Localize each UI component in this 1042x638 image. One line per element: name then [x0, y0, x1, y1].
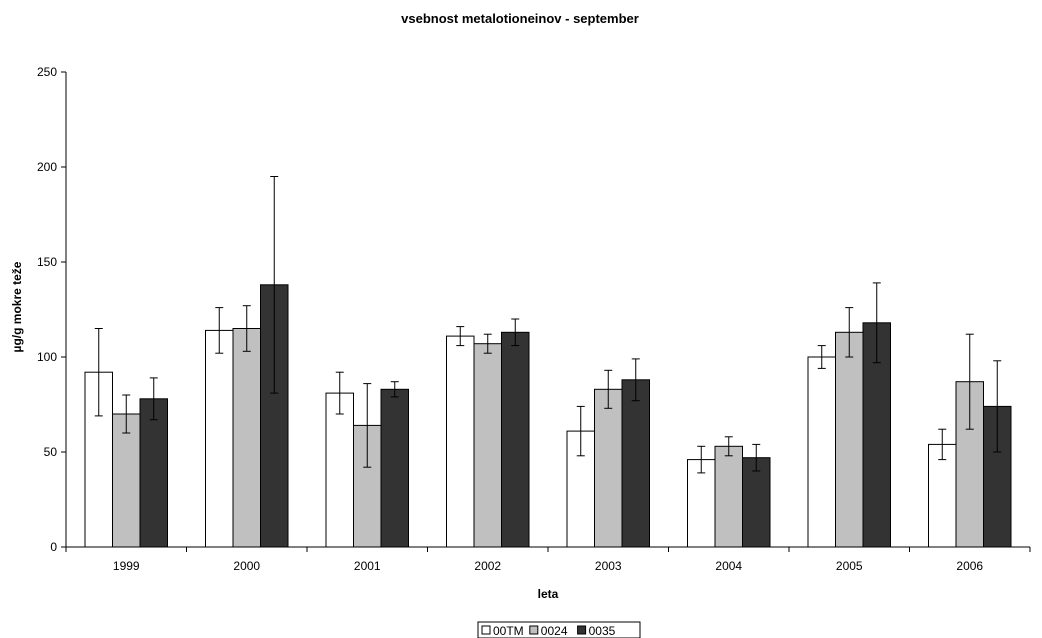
- bar-00TM-2002: [446, 335, 475, 548]
- bars-layer: [84, 176, 1012, 548]
- bar-0024-2003: [594, 388, 623, 548]
- x-tick-label-2002: 2002: [474, 559, 501, 573]
- bar-00TM-2006: [928, 443, 957, 548]
- y-axis-title: µg/g mokre teže: [10, 261, 24, 352]
- legend-swatch-00TM: [481, 625, 491, 635]
- y-tick-label-50: 50: [44, 445, 58, 459]
- bar-0035-1999: [139, 398, 168, 548]
- bar-0035-2002: [501, 331, 530, 548]
- y-tick-label-200: 200: [37, 160, 57, 174]
- bar-00TM-2003: [566, 430, 595, 548]
- legend-label-00TM: 00TM: [493, 624, 524, 638]
- y-tick-label-100: 100: [37, 350, 57, 364]
- x-axis-title: leta: [538, 587, 559, 601]
- x-tick-label-2000: 2000: [233, 559, 260, 573]
- bar-0035-2001: [380, 388, 409, 548]
- bar-0024-2002: [473, 343, 502, 548]
- bar-00TM-2004: [687, 459, 716, 548]
- chart-title: vsebnost metalotioneinov - september: [401, 11, 639, 26]
- axes-layer: 0 50 100 150 200 250 1999 2000 2001 2002 2003 2004 2…: [37, 65, 1031, 573]
- y-tick-label-150: 150: [37, 255, 57, 269]
- legend-swatch-0035: [577, 625, 587, 635]
- legend-box: [477, 621, 641, 638]
- bar-0024-2005: [835, 331, 864, 548]
- legend-swatch-0024: [529, 625, 539, 635]
- bar-0024-1999: [112, 413, 141, 548]
- bar-0035-2003: [621, 379, 650, 548]
- bar-00TM-2000: [205, 329, 234, 548]
- bar-00TM-2001: [325, 392, 354, 548]
- y-tick-label-250: 250: [37, 65, 57, 79]
- x-tick-label-2004: 2004: [715, 559, 742, 573]
- x-tick-label-2001: 2001: [354, 559, 381, 573]
- y-tick-label-0: 0: [50, 540, 57, 554]
- x-tick-label-2005: 2005: [836, 559, 863, 573]
- legend-label-0024: 0024: [541, 624, 568, 638]
- bar-00TM-2005: [807, 356, 836, 548]
- bar-0024-2004: [714, 445, 743, 548]
- x-tick-label-2006: 2006: [956, 559, 983, 573]
- legend-label-0035: 0035: [589, 624, 616, 638]
- x-tick-label-1999: 1999: [113, 559, 140, 573]
- x-tick-label-2003: 2003: [595, 559, 622, 573]
- legend: 00TM 0024 0035: [477, 621, 641, 638]
- bar-0024-2000: [232, 328, 261, 548]
